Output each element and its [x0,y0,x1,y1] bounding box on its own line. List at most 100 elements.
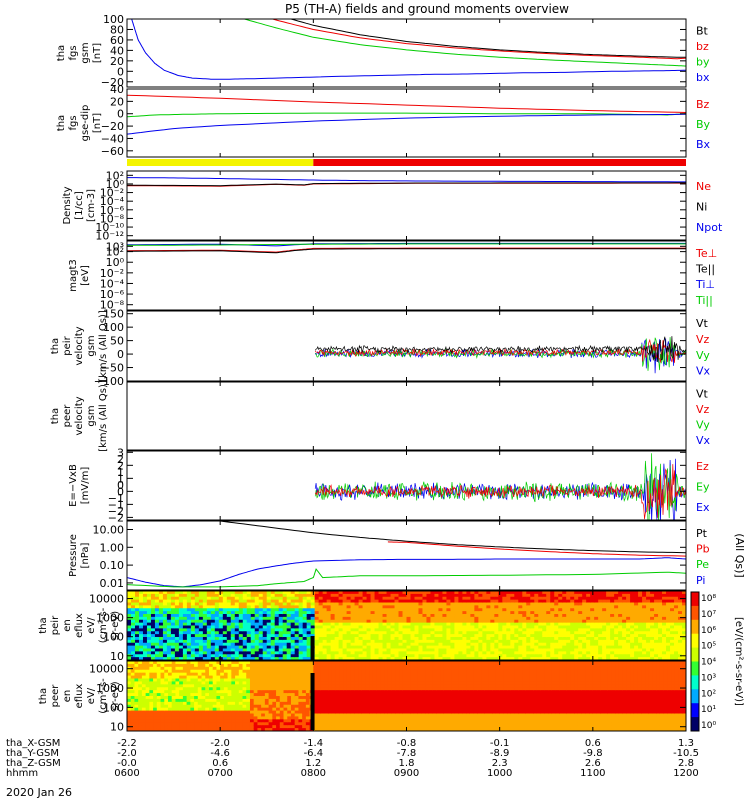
spectrogram-cell [302,616,308,621]
spectrogram-cell [242,672,247,677]
spectrogram-cell [594,599,599,604]
spectrogram-cell [566,631,571,635]
spectrogram-cell [134,696,139,700]
spectrogram-cell [153,722,158,726]
spectrogram-cell [394,639,400,644]
spectrogram-cell [166,593,172,598]
spectrogram-cell [542,657,547,660]
spectrogram-cell [526,657,531,660]
spectrogram-cell [302,591,308,595]
spectrogram-cell [602,657,607,660]
spectrogram-cell [454,648,460,652]
spectrogram-cell [235,719,240,723]
spectrogram-cell [305,710,311,715]
spectrogram-cell [658,625,663,629]
spectrogram-cell [314,634,320,638]
spectrogram-cell [490,599,495,604]
spectrogram-cell [310,628,316,632]
spectrogram-cell [394,619,400,624]
spectrogram-cell [158,654,164,658]
spectrogram-cell [278,599,284,604]
spectrogram-cell [598,608,603,612]
spectrogram-cell [226,616,232,621]
spectrogram-cell [510,622,515,627]
spectrogram-cell [350,611,356,615]
spectrogram-cell [674,654,679,658]
spectrogram-cell [208,722,214,726]
spectrogram-cell [313,690,318,694]
spectrogram-cell [358,657,364,660]
spectrogram-cell [482,622,487,627]
spectrogram-cell [670,611,675,615]
spectrogram-cell [230,657,236,660]
spectrogram-cell [642,642,647,647]
spectrogram-cell [414,654,420,658]
spectrogram-cell [622,596,627,601]
spectrogram-cell [554,611,559,615]
spectrogram-cell [334,628,340,632]
spectrogram-cell [406,654,412,658]
spectrogram-cell [167,690,173,694]
spectrogram-cell [462,654,467,658]
spectrogram-cell [418,625,424,629]
spectrogram-cell [206,596,212,601]
spectrogram-cell [242,728,247,731]
spectrogram-cell [674,651,679,655]
spectrogram-cell [358,593,364,598]
spectrogram-cell [175,681,180,685]
spectrogram-cell [141,687,147,691]
spectrogram-cell [662,611,667,615]
spectrogram-cell [286,625,292,629]
spectrogram-cell [406,611,412,615]
spectrogram-cell [538,593,543,598]
spectrogram-cell [294,625,300,629]
spectrogram-cell [208,704,214,709]
spectrogram-cell [276,710,281,715]
spectrogram-cell [138,611,144,615]
spectrogram-cell [338,611,344,615]
spectrogram-cell [257,719,262,723]
spectrogram-cell [145,669,150,674]
spectrogram-cell [486,642,491,647]
spectrogram-cell [174,634,180,638]
spectrogram-cell [246,713,251,718]
spectrogram-cell [386,628,392,632]
spectrogram-cell [318,599,324,604]
spectrogram-cell [506,608,511,612]
spectrogram-cell [358,645,364,650]
spectrogram-cell [162,593,168,598]
spectrogram-cell [294,599,300,604]
spectrogram-cell [478,605,483,609]
spectrogram-cell [518,611,523,615]
spectrogram-cell [366,608,372,612]
spectrogram-cell [170,639,176,644]
spectrogram-cell [186,687,191,691]
spectrogram-cell [294,663,300,668]
spectrogram-cell [182,625,188,629]
spectrogram-cell [554,645,559,650]
spectrogram-cell [298,616,304,621]
spectrogram-cell [313,719,318,723]
spectrogram-cell [634,634,639,638]
spectrogram-cell [210,593,216,598]
spectrogram-cell [238,611,244,615]
spectrogram-cell [223,672,229,677]
spectrogram-cell [279,725,285,729]
spectrogram-cell [638,648,643,652]
spectrogram-cell [167,678,173,683]
spectrogram-cell [574,608,579,612]
spectrogram-cell [310,622,316,627]
spectrogram-cell [374,616,380,621]
spectrogram-cell [470,593,475,598]
spectrogram-cell [666,619,671,624]
spectrogram-cell [141,666,147,671]
spectrogram-cell [682,616,686,621]
spectrogram-cell [426,625,432,629]
spectrogram-cell [502,639,507,644]
spectrogram-cell [662,642,667,647]
spectrogram-cell [578,605,583,609]
spectrogram-cell [306,625,312,629]
spectrogram-cell [618,654,623,658]
spectrogram-cell [634,619,639,624]
spectrogram-cell [398,648,404,652]
